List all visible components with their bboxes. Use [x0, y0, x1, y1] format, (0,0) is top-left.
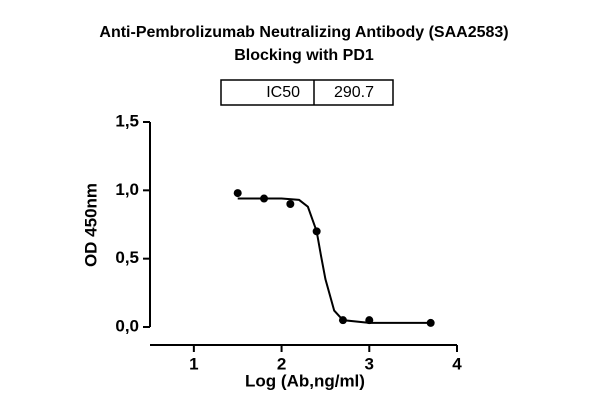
data-point [286, 200, 295, 208]
x-tick-label: 4 [452, 354, 462, 373]
ic50-table [220, 79, 394, 106]
data-point [233, 189, 242, 198]
x-tick-label: 2 [277, 354, 286, 373]
x-axis-label: Log (Ab,ng/ml) [245, 371, 365, 390]
y-axis-label: OD 450nm [81, 183, 100, 267]
ic50-label: IC50 [266, 84, 300, 101]
ic50-value: 290.7 [334, 84, 374, 101]
data-point [338, 316, 347, 325]
x-tick-label: 1 [189, 354, 198, 373]
data-point [426, 318, 435, 327]
data-point [365, 316, 374, 325]
y-tick-label: 1,0 [115, 180, 139, 199]
y-tick-label: 0,5 [115, 248, 139, 267]
data-point [312, 227, 321, 236]
data-point [260, 194, 269, 203]
fit-curve [237, 197, 431, 324]
chart-title: Anti-Pembrolizumab Neutralizing Antibody… [99, 24, 508, 41]
y-tick-label: 0,0 [115, 316, 139, 335]
chart-subtitle: Blocking with PD1 [234, 47, 374, 64]
x-tick-label: 3 [365, 354, 374, 373]
y-tick-label: 1,5 [115, 111, 139, 130]
